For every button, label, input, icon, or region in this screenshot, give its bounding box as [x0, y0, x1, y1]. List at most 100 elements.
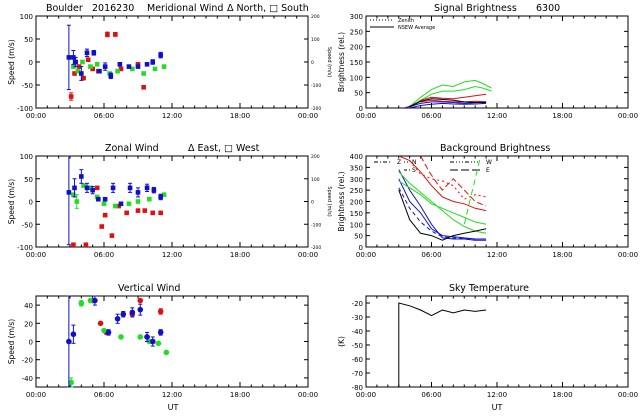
zonal-point — [74, 199, 80, 204]
date-label: 2016230 — [92, 3, 134, 14]
background-ytick-label: 0 — [359, 244, 363, 252]
site-label: Boulder — [46, 3, 83, 14]
zonal-point — [158, 194, 163, 200]
vertical-xtick-label: 12:00 — [162, 391, 182, 399]
meridional-point — [97, 68, 102, 74]
bg-legend-e: E — [486, 167, 490, 174]
background-series-line — [398, 169, 487, 241]
background-title: Background Brightness — [440, 143, 550, 154]
sky-xtick-label: 06:00 — [421, 391, 441, 399]
sky-xtick-label: 18:00 — [552, 391, 572, 399]
zonal-ylabel: Speed (m/s) — [7, 179, 16, 225]
zonal-point — [109, 233, 115, 238]
zonal-point — [96, 196, 101, 202]
zonal-y2tick-label: 200 — [311, 154, 320, 160]
signal-series-line — [409, 79, 492, 107]
meridional-point — [71, 64, 76, 69]
zonal-point — [150, 210, 156, 216]
meridional-point — [71, 55, 76, 60]
meridional-legend-text: Δ North, □ South — [227, 3, 309, 14]
meridional-point — [117, 62, 123, 67]
background-ytick-label: 200 — [350, 199, 363, 207]
sky-ytick-label: -60 — [352, 356, 363, 364]
meridional-point — [108, 73, 114, 79]
signal-xtick-label: 12:00 — [487, 112, 507, 120]
signal-series-line — [409, 102, 487, 108]
zonal-ytick-label: 100 — [20, 153, 33, 161]
sky-xtick-label: 00:00 — [618, 391, 638, 399]
vertical-point — [114, 315, 121, 322]
zonal-ytick-label: 50 — [24, 176, 33, 184]
meridional-point — [84, 50, 90, 56]
signal-xtick-label: 00:00 — [618, 112, 638, 120]
zonal-point — [71, 242, 76, 248]
zonal-point — [151, 187, 157, 193]
zonal-point — [110, 185, 116, 191]
meridional-xtick-label: 18:00 — [230, 112, 250, 120]
meridional-point — [105, 32, 110, 37]
background-series-line — [420, 156, 487, 207]
vertical-point — [155, 340, 162, 347]
meridional-y2tick-label: 0 — [311, 60, 314, 66]
signal-xtick-label: 18:00 — [552, 112, 572, 120]
background-ytick-label: 250 — [350, 187, 363, 195]
meridional-ytick-label: -100 — [17, 105, 33, 113]
vertical-ytick-label: 20 — [24, 320, 33, 328]
zonal-y2tick-label: 0 — [311, 200, 314, 206]
meridional-point — [85, 57, 91, 62]
sky-ytick-label: -80 — [352, 384, 363, 392]
signal-ytick-label: 250 — [350, 28, 363, 36]
sky-ytick-label: -70 — [352, 370, 363, 378]
sky-ytick-label: -50 — [352, 342, 363, 350]
vertical-point — [70, 331, 77, 338]
signal-title-wavelength: 6300 — [536, 3, 560, 14]
signal-xtick-label: 06:00 — [421, 112, 441, 120]
zonal-y2tick-label: 100 — [311, 177, 320, 183]
zonal-legend-text: Δ East, □ West — [188, 143, 260, 154]
vertical-point — [97, 320, 104, 327]
zonal-point — [66, 190, 72, 195]
meridional-point — [81, 75, 86, 81]
zonal-y2tick-label: -100 — [311, 222, 321, 228]
meridional-point — [158, 52, 163, 58]
vertical-point — [137, 306, 144, 313]
meridional-xtick-label: 00:00 — [26, 112, 46, 120]
zonal-point — [135, 208, 141, 213]
background-xtick-label: 00:00 — [618, 251, 638, 259]
vertical-point — [149, 338, 156, 345]
vertical-ytick-label: 40 — [24, 302, 33, 310]
meridional-point — [102, 64, 108, 69]
zonal-point — [71, 192, 76, 197]
vertical-ytick-label: 0 — [29, 339, 33, 347]
vertical-xtick-label: 00:00 — [26, 391, 46, 399]
zonal-point — [94, 185, 100, 191]
zonal-point — [84, 185, 90, 191]
zonal-point — [81, 183, 86, 188]
background-series-line — [398, 180, 487, 225]
zonal-xtick-label: 12:00 — [162, 251, 182, 259]
vertical-point — [87, 297, 94, 304]
signal-series-line — [409, 85, 492, 107]
background-ytick-label: 350 — [350, 164, 363, 172]
meridional-y2tick-label: -200 — [311, 106, 321, 112]
vertical-point — [66, 338, 72, 345]
zonal-point — [144, 185, 150, 191]
meridional-ytick-label: 0 — [29, 59, 33, 67]
background-series-line — [463, 156, 482, 225]
meridional-xtick-label: 06:00 — [94, 112, 114, 120]
meridional-ylabel: Speed (m/s) — [7, 39, 16, 85]
zonal-point — [113, 203, 118, 209]
vertical-ylabel: Speed (m/s) — [7, 319, 16, 365]
vertical-title: Vertical Wind — [118, 283, 180, 294]
meridional-point — [66, 55, 72, 60]
bg-legend-z: Z — [397, 159, 401, 166]
zonal-ylabel2: Speed (m/s) — [326, 186, 332, 216]
zonal-point — [142, 208, 148, 213]
meridional-title: Meridional Wind — [147, 3, 223, 14]
bg-legend-s: S — [412, 167, 416, 174]
zonal-point — [127, 185, 133, 191]
background-ytick-label: 400 — [350, 153, 363, 161]
signal-xtick-label: 00:00 — [356, 112, 376, 120]
vertical-point — [157, 308, 164, 315]
zonal-ytick-label: -100 — [17, 244, 33, 252]
